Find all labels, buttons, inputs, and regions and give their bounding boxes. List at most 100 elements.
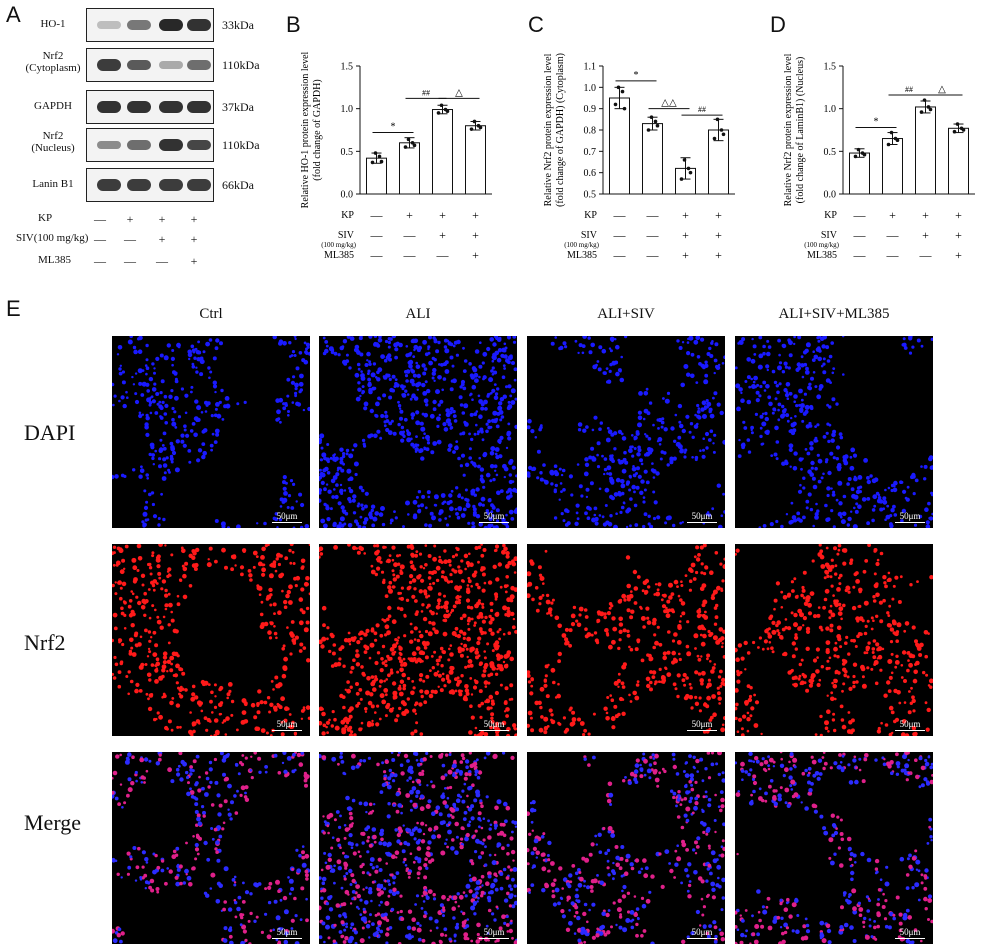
blot-row-label: Nrf2 (Nucleus) — [31, 130, 75, 154]
chart-b: 0.0 0.5 1.0 1.5 Relative HO-1 protein expres… — [300, 51, 492, 262]
data-point — [679, 177, 684, 181]
y-axis-label: (fold change of GAPDH) (Cytoplasm) — [555, 53, 566, 207]
blot-condition-sign: + — [126, 212, 134, 226]
blot-condition-sign: + — [190, 212, 198, 226]
y-axis-label: (fold change of GAPDH) — [312, 79, 323, 180]
blot-condition-label: SIV(100 mg/kg) — [16, 232, 89, 244]
data-point — [653, 119, 658, 124]
condition-label: KP — [824, 210, 837, 221]
data-point — [955, 122, 960, 126]
data-point — [646, 128, 651, 132]
condition-sign: + — [955, 228, 962, 242]
significance-label: △ — [938, 84, 946, 95]
scale-bar: 50μm — [895, 511, 925, 523]
condition-label: ML385 — [324, 250, 354, 261]
condition-sign: — — [370, 228, 384, 242]
condition-sublabel: (100 mg/kg) — [321, 241, 356, 249]
micrograph-row-label: Nrf2 — [24, 630, 66, 655]
data-point — [379, 159, 384, 164]
blot-membrane — [86, 90, 214, 124]
data-point — [613, 102, 618, 107]
y-tick-label: 0.9 — [584, 104, 597, 115]
condition-sign: + — [682, 228, 689, 242]
significance-label: ## — [422, 88, 430, 97]
y-tick-label: 0.7 — [584, 147, 597, 158]
scale-bar-line — [479, 730, 509, 731]
data-point — [472, 119, 477, 124]
condition-sign: + — [406, 208, 413, 222]
data-point — [622, 106, 627, 111]
bar — [432, 109, 453, 195]
data-point — [620, 89, 625, 94]
data-point — [649, 115, 654, 119]
condition-sign: — — [403, 248, 417, 262]
y-tick-label: 0.6 — [584, 168, 597, 179]
condition-sign: + — [955, 248, 962, 262]
micrograph-cells — [112, 544, 310, 736]
data-point — [469, 127, 474, 131]
blot-band — [97, 59, 121, 71]
scale-bar-label: 50μm — [276, 511, 298, 521]
blot-band — [127, 59, 151, 71]
blot-band — [187, 101, 211, 113]
blot-band — [187, 139, 211, 151]
data-point — [616, 85, 621, 90]
data-point — [445, 109, 450, 114]
blot-band — [127, 179, 151, 191]
condition-sign: — — [853, 228, 867, 242]
scale-bar: 50μm — [272, 927, 302, 939]
y-tick-label: 1.0 — [824, 104, 837, 115]
bar — [849, 152, 870, 195]
blot-condition-sign: — — [94, 232, 106, 246]
data-point — [928, 107, 933, 112]
micrograph-cells — [112, 336, 310, 528]
blot-band — [159, 61, 183, 69]
condition-sign: — — [370, 248, 384, 262]
condition-label: SIV — [338, 230, 355, 241]
condition-label: KP — [341, 210, 354, 221]
scale-bar: 50μm — [272, 719, 302, 731]
micrograph-cells — [527, 544, 725, 736]
scale-bar-line — [272, 522, 302, 523]
bar — [948, 127, 969, 195]
micrograph-cells — [527, 752, 725, 944]
condition-sign: + — [955, 208, 962, 222]
scale-bar-line — [895, 522, 925, 523]
y-tick-label: 1.0 — [341, 104, 354, 115]
micrograph-column-header: Ctrl — [199, 306, 223, 322]
condition-sign: + — [682, 208, 689, 222]
micrograph-cells — [112, 752, 310, 944]
micrograph-image: 50μm — [112, 336, 310, 528]
y-axis-label: Relative HO-1 protein expression level — [300, 51, 311, 208]
scale-bar: 50μm — [687, 719, 717, 731]
blot-band — [127, 140, 151, 150]
blot-condition-sign: — — [94, 212, 106, 226]
scale-bar-line — [272, 938, 302, 939]
scale-bar-label: 50μm — [276, 927, 298, 937]
scale-bar: 50μm — [687, 927, 717, 939]
y-tick-label: 1.5 — [341, 62, 354, 73]
micrograph-cells — [319, 544, 517, 736]
data-point — [919, 110, 924, 114]
significance-label: * — [391, 122, 396, 133]
condition-label: SIV — [581, 230, 598, 241]
blot-membrane — [86, 128, 214, 162]
blot-band — [187, 60, 211, 70]
condition-sign: + — [472, 248, 479, 262]
significance-label: * — [634, 70, 639, 81]
micrograph-cells — [735, 752, 933, 944]
condition-sign: — — [646, 228, 660, 242]
bar — [609, 97, 630, 195]
condition-sign: — — [853, 208, 867, 222]
blot-band — [127, 20, 151, 30]
scale-bar: 50μm — [895, 719, 925, 731]
micrograph-image: 50μm — [527, 544, 725, 736]
condition-sign: + — [922, 208, 929, 222]
data-point — [370, 160, 375, 165]
significance-label: * — [874, 116, 879, 127]
data-point — [478, 125, 483, 130]
micrograph-row-label: DAPI — [24, 420, 76, 445]
data-point — [715, 117, 720, 122]
y-tick-label: 0.5 — [584, 190, 597, 201]
scale-bar-line — [272, 730, 302, 731]
